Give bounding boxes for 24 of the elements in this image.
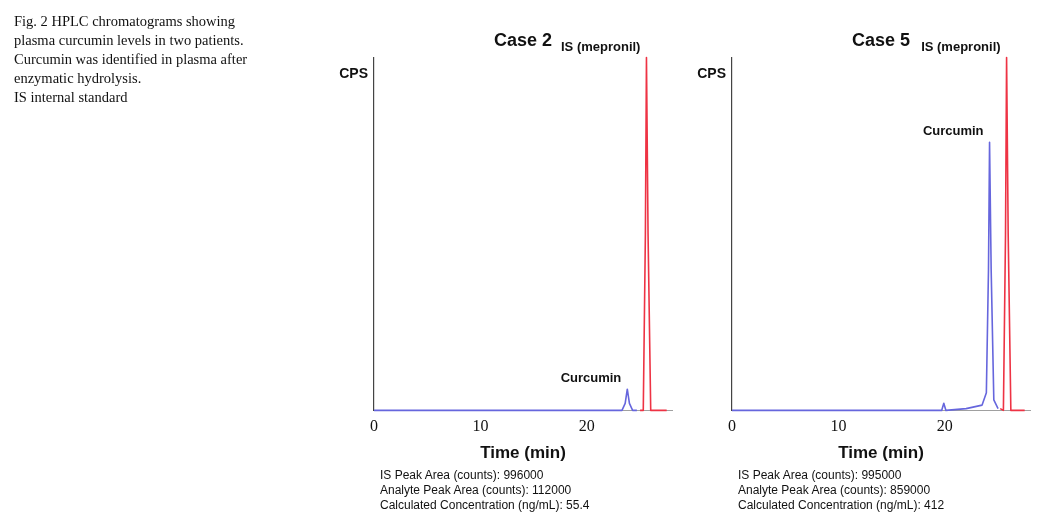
text: Analyte Peak Area (counts): 859000 (738, 483, 932, 498)
chart-title: Case 2 (493, 29, 553, 50)
x-tick-label: 20 (936, 417, 953, 435)
text: IS internal standard (14, 88, 129, 107)
series-label: Curcumin (922, 123, 984, 139)
chart-title: Case 5 (851, 29, 911, 50)
caption: Fig. 2 HPLC chromatograms showing plasma curcumin levels in two patients. Curcumin was identified in plasma after enzymatic hydrolysis. (14, 12, 249, 88)
text: Calculated Concentration (ng/mL): 412 (738, 498, 946, 513)
x-tick-label: 0 (728, 417, 736, 435)
y-axis-title: CPS (697, 65, 726, 82)
series-label: IS (mepronil) (921, 38, 1001, 54)
text: Calculated Concentration (ng/mL): 55.4 (380, 498, 591, 513)
x-tick-label: 10 (472, 417, 489, 435)
x-tick-label: 0 (370, 417, 378, 435)
x-axis-title: Time (min) (480, 443, 566, 463)
x-tick-label: 10 (830, 417, 847, 435)
series-label: IS (mepronil) (561, 38, 641, 54)
series-label: Curcumin (560, 370, 622, 386)
x-tick-label: 20 (578, 417, 595, 435)
text: Analyte Peak Area (counts): 112000 (380, 483, 573, 498)
text: IS Peak Area (counts): 996000 (380, 468, 545, 483)
y-axis-title: CPS (339, 65, 368, 82)
text: IS Peak Area (counts): 995000 (738, 468, 903, 483)
x-axis-title: Time (min) (838, 443, 924, 463)
